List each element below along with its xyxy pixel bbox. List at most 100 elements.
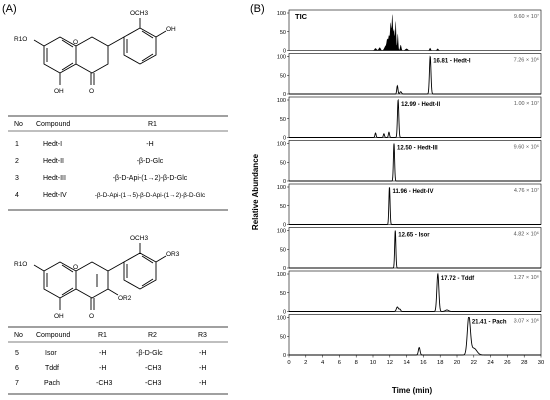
y-tick-label: 0 [283,49,286,55]
table1-row4-compound: Hedt-IV [43,192,67,199]
table-2: No Compound R1 R2 R3 5 Isor -H -β-D-Glc … [8,326,228,395]
peak-label: 12.50 - Hedt-III [397,146,438,152]
trace-frame [288,53,542,95]
x-tick-label: 18 [437,360,443,366]
trace-panel: 0 50 100 TIC 9.60 × 10⁷ [277,9,542,55]
r1o-label-2: R1O [14,261,27,268]
oh-bottom-label: OH [54,88,64,95]
r1o-label: R1O [14,36,27,43]
y-tick-label: 50 [280,204,286,210]
intensity-label: 1.27 × 10⁶ [514,274,539,281]
or2-label: OR2 [118,295,132,302]
table2-row2-compound: Tddf [45,365,59,372]
table2-row2-no: 6 [15,365,19,372]
y-tick-label: 100 [277,98,286,104]
table2-header-r2: R2 [148,332,157,339]
table2-row3-r3: -H [199,380,206,387]
table2-row1-r3: -H [199,350,206,357]
ring-oxygen: O [73,39,78,46]
y-tick-label: 0 [283,353,286,359]
table1-row3-no: 3 [15,175,19,182]
y-tick-label: 100 [277,142,286,148]
y-tick-label: 0 [283,179,286,185]
table2-row3-r1: -CH3 [96,380,112,387]
trace-line [289,187,541,225]
y-tick-label: 50 [280,247,286,253]
x-tick-label: 30 [538,360,544,366]
peak-label: 11.96 - Hedt-IV [392,189,433,195]
y-tick-label: 50 [280,73,286,79]
table1-header-no: No [14,121,23,128]
x-tick-label: 16 [420,360,426,366]
ome-label: OCH3 [130,10,148,17]
table2-row1-no: 5 [15,350,19,357]
ring-oxygen-2: O [73,264,78,271]
structure-flavanone [33,18,167,85]
x-tick-label: 10 [370,360,376,366]
trace-line [289,98,541,138]
trace-line [289,272,541,312]
x-tick-label: 2 [304,360,307,366]
intensity-label: 7.26 × 10⁶ [514,57,539,64]
intensity-label: 1.00 × 10⁷ [514,100,539,107]
y-axis-label: Relative Abundance [251,153,260,230]
table1-row3-r1: -β-D-Api-(1→2)-β-D-Glc [113,175,188,182]
table2-row3-no: 7 [15,380,19,387]
intensity-label: 3.07 × 10⁶ [514,318,539,325]
table2-row3-r2: -CH3 [145,380,161,387]
table1-header-compound: Compound [36,121,70,128]
carbonyl-label: O [89,88,94,95]
trace-panel: 0 50 100 16.81 - Hedt-I 7.26 × 10⁶ [277,53,542,98]
table2-header-r1: R1 [98,332,107,339]
y-tick-label: 0 [283,92,286,98]
carbonyl-label-2: O [89,313,94,320]
y-tick-label: 50 [280,30,286,36]
table2-row3-compound: Pach [44,380,60,387]
peak-label: 17.72 - Tddf [441,276,475,282]
x-tick-label: 20 [454,360,460,366]
ome-label-2: OCH3 [130,235,148,242]
y-tick-label: 100 [277,272,286,278]
table2-row1-compound: Isor [45,350,57,357]
trace-line-tic [289,14,541,51]
y-tick-label: 100 [277,11,286,17]
y-tick-label: 0 [283,266,286,272]
y-tick-label: 0 [283,136,286,142]
y-tick-label: 50 [280,291,286,297]
table2-header-r3: R3 [198,332,207,339]
x-tick-label: 12 [387,360,393,366]
y-tick-label: 50 [280,334,286,340]
peak-label: TIC [295,12,308,21]
trace-line [289,143,541,182]
table2-row2-r3: -H [199,365,206,372]
x-tick-label: 26 [504,360,510,366]
table2-row2-r2: -CH3 [145,365,161,372]
table1-row1-r1: -H [146,141,153,148]
table2-header-no: No [14,332,23,339]
x-tick-label: 0 [287,360,290,366]
peak-label: 21.41 - Pach [472,320,507,326]
x-axis-label: Time (min) [392,386,433,395]
y-tick-label: 100 [277,229,286,235]
x-tick-label: 24 [487,360,494,366]
intensity-label: 9.60 × 10⁷ [514,13,539,20]
trace-panel: 0 50 100 11.96 - Hedt-IV 4.76 × 10⁷ [277,183,542,229]
structure-flavonol-labels: O R1O OH O OR2 OCH3 OR3 [14,235,180,320]
table2-row2-r1: -H [99,365,106,372]
intensity-label: 4.76 × 10⁷ [514,187,539,194]
oh-top-label: OH [166,26,176,33]
table1-header-r1: R1 [148,121,157,128]
intensity-label: 9.60 × 10⁶ [514,144,539,151]
x-tick-label: 4 [321,360,325,366]
x-tick-label: 8 [355,360,358,366]
trace-panel: 0 50 100 17.72 - Tddf 1.27 × 10⁶ [277,270,542,316]
trace-frame [288,9,542,51]
y-tick-label: 50 [280,117,286,123]
table1-row3-compound: Hedt-III [43,175,66,182]
y-tick-label: 0 [283,223,286,229]
trace-line [289,55,541,95]
structure-flavonol [33,243,167,310]
table2-row1-r2: -β-D-Glc [136,350,163,357]
